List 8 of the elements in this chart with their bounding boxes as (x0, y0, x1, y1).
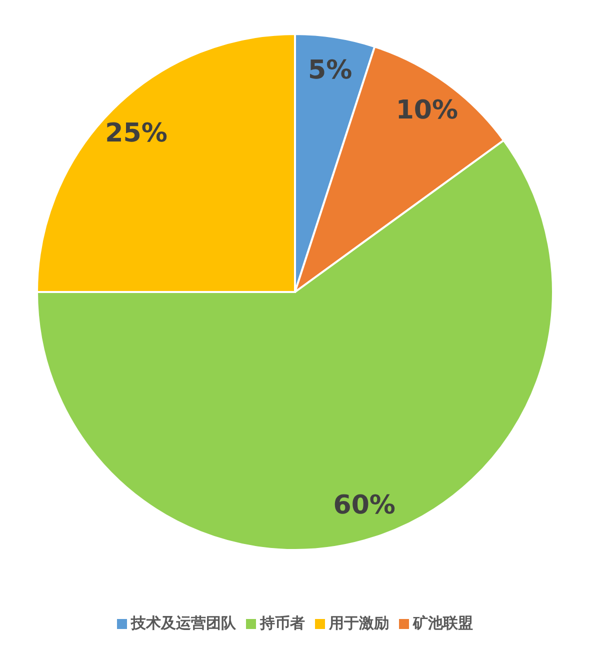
legend-label: 持币者 (260, 614, 305, 632)
data-label: 25% (105, 118, 168, 148)
data-label: 10% (396, 95, 458, 126)
data-label: 60% (333, 490, 396, 520)
data-label: 5% (308, 55, 352, 86)
legend-label: 矿池联盟 (413, 614, 473, 632)
legend-label: 用于激励 (329, 614, 389, 632)
legend-label: 技术及运营团队 (131, 614, 236, 632)
